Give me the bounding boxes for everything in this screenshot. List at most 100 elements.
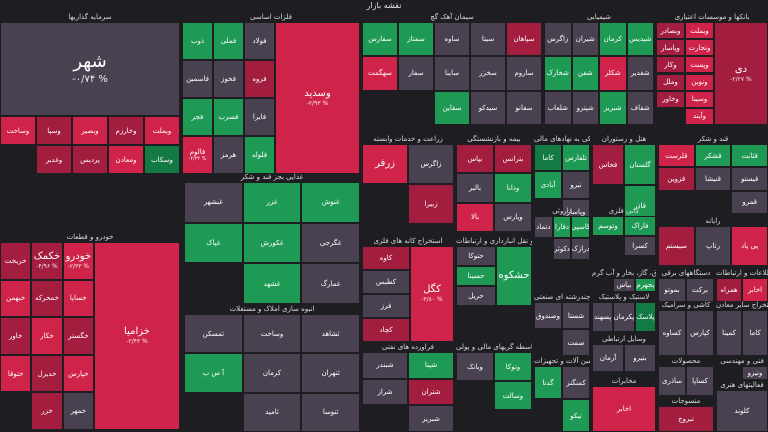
stock-tile[interactable]: غگرجی <box>301 222 360 264</box>
stock-tile[interactable]: ونیرو <box>742 366 768 380</box>
stock-tile[interactable]: ساینا <box>434 56 470 91</box>
stock-tile[interactable]: وتوکا <box>494 352 532 381</box>
stock-tile[interactable]: پکرمان <box>613 302 635 332</box>
stock-tile[interactable]: وبانک <box>456 352 494 381</box>
stock-tile[interactable]: سفانو <box>506 90 542 125</box>
stock-tile[interactable]: شکلر <box>599 56 627 91</box>
stock-tile[interactable]: شبریز <box>599 90 627 125</box>
stock-tile[interactable]: کگل -۳/۸۰ % <box>410 246 454 342</box>
stock-tile[interactable]: فجر <box>182 98 213 136</box>
stock-tile[interactable]: شهر -۰/۷۴ % <box>0 22 180 116</box>
stock-tile[interactable]: زرفر <box>362 144 408 184</box>
stock-tile[interactable]: سیستم <box>658 226 695 266</box>
stock-tile[interactable]: شبندر <box>362 352 408 379</box>
stock-tile[interactable]: حسینا <box>456 266 496 286</box>
stock-tile[interactable]: شلعاب <box>544 90 572 125</box>
stock-tile[interactable]: صمت <box>562 329 590 356</box>
stock-tile[interactable]: وسینا <box>685 90 714 108</box>
stock-tile[interactable]: غبشهر <box>184 182 243 223</box>
stock-tile[interactable]: سخزر <box>470 56 506 91</box>
stock-tile[interactable]: سفار <box>398 56 434 91</box>
stock-tile[interactable]: سفارس <box>362 22 398 57</box>
stock-tile[interactable]: شراز <box>362 378 408 406</box>
stock-tile[interactable]: نیرو <box>562 171 590 199</box>
stock-tile[interactable]: نبروج <box>658 406 714 432</box>
stock-tile[interactable]: شپترو <box>571 90 599 125</box>
stock-tile[interactable]: خبهمن <box>0 279 32 318</box>
stock-tile[interactable]: دکوثر <box>552 238 572 260</box>
stock-tile[interactable]: اخابر <box>592 386 656 432</box>
stock-tile[interactable]: ودانا <box>494 173 532 203</box>
stock-tile[interactable]: غمارگ <box>301 263 360 304</box>
stock-tile[interactable]: بجهرم <box>634 278 656 292</box>
stock-tile[interactable]: دی -۲/۲۷ % <box>714 22 768 125</box>
stock-tile[interactable]: شفن <box>571 56 599 91</box>
stock-tile[interactable]: قمرو <box>731 190 768 214</box>
stock-tile[interactable]: کاسپی <box>571 216 590 238</box>
stock-tile[interactable]: وتوسم <box>592 216 624 236</box>
stock-tile[interactable]: بپاس <box>613 278 635 292</box>
stock-tile[interactable]: فخاس <box>592 144 624 185</box>
stock-tile[interactable]: ساذری <box>658 366 686 396</box>
stock-tile[interactable]: فرز <box>362 294 410 318</box>
stock-tile[interactable]: شغدیر <box>626 56 654 91</box>
stock-tile[interactable]: وسالت <box>494 381 532 410</box>
stock-tile[interactable]: فاراک <box>624 216 656 236</box>
stock-tile[interactable]: ختوقا <box>0 354 32 393</box>
stock-tile[interactable]: پلاسک <box>634 302 656 332</box>
stock-tile[interactable]: خگستر <box>62 317 94 355</box>
stock-tile[interactable]: وغدیر <box>36 145 72 174</box>
stock-tile[interactable]: شتران <box>408 378 454 406</box>
stock-tile[interactable]: آبادی <box>534 171 562 199</box>
stock-tile[interactable]: کرمان <box>599 22 627 57</box>
stock-tile[interactable]: اخابر <box>742 278 768 302</box>
stock-tile[interactable]: وپاسار <box>656 39 685 57</box>
stock-tile[interactable]: کسرا <box>624 236 656 256</box>
stock-tile[interactable]: زبیرا <box>408 184 454 224</box>
stock-tile[interactable]: خساپا <box>62 279 94 318</box>
stock-tile[interactable]: ذوب <box>182 22 213 60</box>
stock-tile[interactable]: وساخت <box>0 116 36 145</box>
stock-tile[interactable]: وصندوق <box>534 302 562 329</box>
stock-tile[interactable]: کاما <box>534 144 562 172</box>
stock-tile[interactable]: ثامید <box>242 392 302 432</box>
stock-tile[interactable]: فخوز <box>213 60 244 98</box>
stock-tile[interactable]: گدنا <box>534 366 562 399</box>
stock-tile[interactable]: سیدکو <box>470 90 506 125</box>
stock-tile[interactable]: همراه <box>716 278 742 302</box>
stock-tile[interactable]: ثشاهد <box>301 314 360 354</box>
stock-tile[interactable]: وبملت <box>685 22 714 40</box>
stock-tile[interactable]: قثابت <box>731 144 768 168</box>
stock-tile[interactable]: خودرو -۲/۳۳ % <box>62 242 94 280</box>
stock-tile[interactable]: خمهر <box>62 392 94 430</box>
stock-tile[interactable]: کمینا <box>716 310 742 356</box>
stock-tile[interactable]: فاسمین <box>182 60 213 98</box>
stock-tile[interactable]: درازک <box>571 238 590 260</box>
stock-tile[interactable]: پسهند <box>592 302 614 332</box>
stock-tile[interactable]: سپاهان <box>506 22 542 57</box>
stock-tile[interactable]: کچاد <box>362 318 410 342</box>
stock-tile[interactable]: کاوه <box>362 246 410 270</box>
stock-tile[interactable]: خزامیا -۲/۴۳ % <box>94 242 180 430</box>
stock-tile[interactable]: فایرا <box>244 98 275 136</box>
stock-tile[interactable]: وخارزم <box>108 116 144 145</box>
stock-tile[interactable]: فملی <box>213 22 244 60</box>
stock-tile[interactable]: زاگرس <box>544 22 572 57</box>
stock-tile[interactable]: تلفارس <box>562 144 590 172</box>
stock-tile[interactable]: غپاک <box>184 222 243 264</box>
stock-tile[interactable]: وپست <box>685 56 714 74</box>
stock-tile[interactable]: ساوه <box>434 22 470 57</box>
stock-tile[interactable]: وخاور <box>656 90 685 108</box>
stock-tile[interactable]: قیستو <box>731 167 768 191</box>
stock-tile[interactable]: وآیند <box>685 107 714 125</box>
stock-tile[interactable]: بترانس <box>494 144 532 174</box>
stock-tile[interactable]: غکورش <box>242 222 302 264</box>
stock-tile[interactable]: فلوله <box>244 136 275 174</box>
stock-tile[interactable]: دتماد <box>534 216 553 238</box>
stock-tile[interactable]: قنیشا <box>694 167 732 191</box>
stock-tile[interactable]: وبصادر <box>656 22 685 40</box>
stock-tile[interactable]: کمنگنز <box>562 366 590 399</box>
stock-tile[interactable]: وبملت <box>144 116 180 145</box>
stock-tile[interactable]: وملل <box>656 73 685 91</box>
stock-tile[interactable]: شیران <box>571 22 599 57</box>
